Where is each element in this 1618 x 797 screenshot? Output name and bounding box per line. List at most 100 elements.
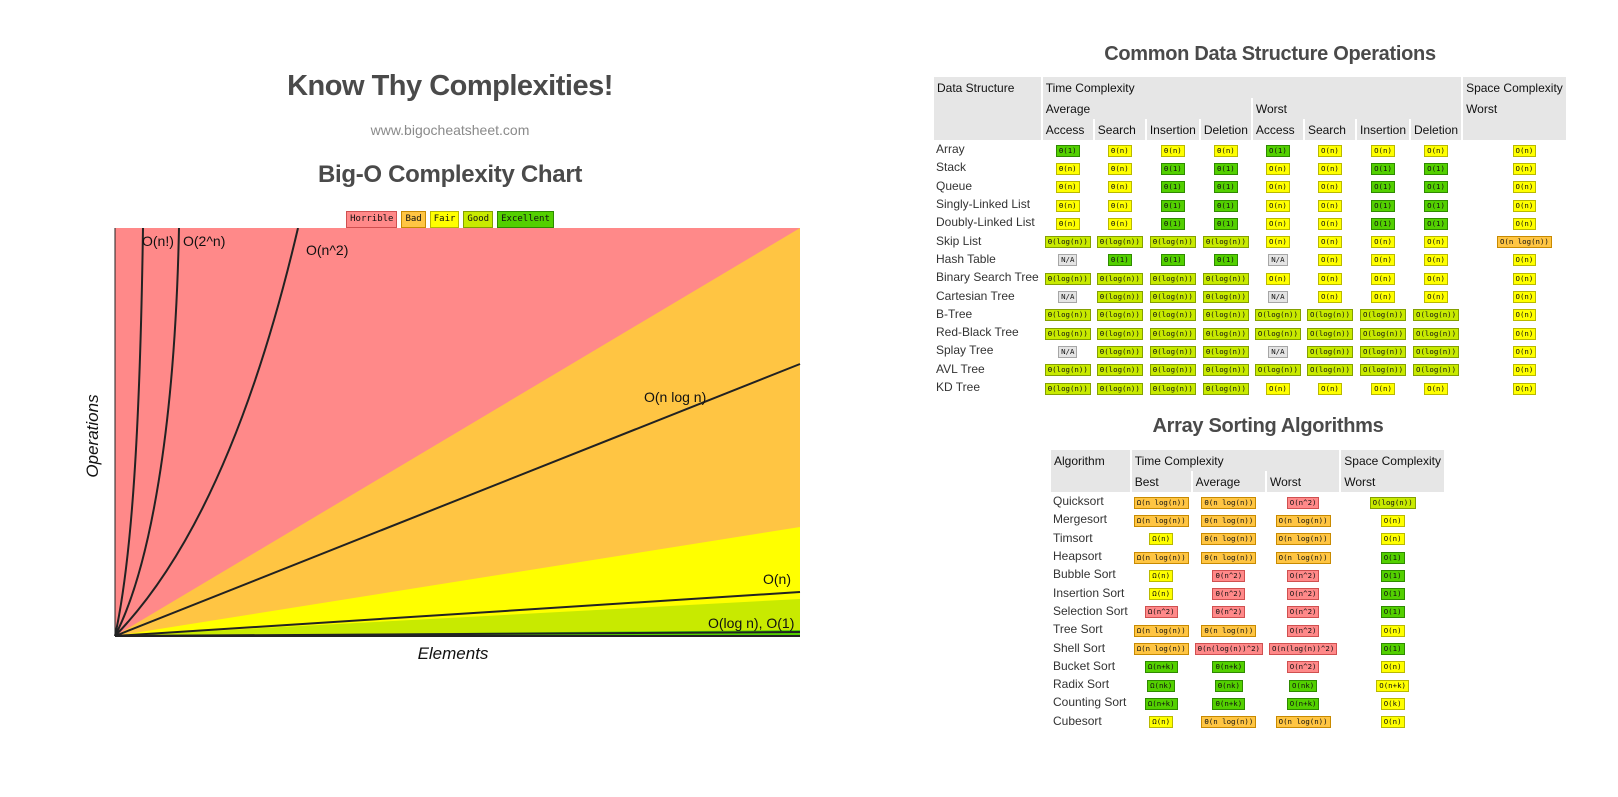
sort-row: Timsort Ω(n) Θ(n log(n)) O(n log(n)) O(n) — [1051, 529, 1444, 547]
sort-row: Insertion Sort Ω(n) Θ(n^2) O(n^2) O(1) — [1051, 583, 1444, 601]
complexity-badge: Θ(log(n)) — [1044, 236, 1091, 249]
ds-row: Red-Black Tree Θ(log(n)) Θ(log(n)) Θ(log(n)… — [934, 323, 1566, 341]
sort-row-name: Bubble Sort — [1053, 567, 1116, 582]
ds-cell: O(n) — [1357, 140, 1409, 158]
complexity-badge: O(n) — [1266, 181, 1290, 194]
site-url[interactable]: www.bigocheatsheet.com — [370, 122, 530, 138]
ds-row: B-Tree Θ(log(n)) Θ(log(n)) Θ(log(n)) Θ(log(n… — [934, 305, 1566, 323]
complexity-badge: O(1) — [1380, 643, 1405, 656]
complexity-badge: O(1) — [1371, 181, 1395, 194]
sort-row: Radix Sort Ω(nk) Θ(nk) O(nk) O(n+k) — [1051, 675, 1444, 693]
complexity-badge: Ω(n) — [1149, 533, 1174, 546]
ds-row-name: Queue — [936, 178, 973, 193]
complexity-badge: Θ(1) — [1160, 199, 1185, 212]
complexity-badge: O(1) — [1424, 181, 1448, 194]
sort-cell: Θ(n log(n)) — [1193, 510, 1265, 528]
ds-cell: O(n) — [1463, 286, 1566, 304]
complexity-badge: O(n) — [1318, 199, 1342, 212]
ds-space-header: Space Complexity — [1463, 77, 1566, 98]
complexity-badge: O(n) — [1318, 382, 1342, 395]
ds-row-name: KD Tree — [936, 380, 981, 394]
ds-cell: Θ(log(n)) — [1147, 286, 1199, 304]
ds-cell: Θ(1) — [1147, 195, 1199, 213]
sort-cell: O(1) — [1341, 547, 1444, 565]
sort-row-name: Shell Sort — [1053, 640, 1106, 655]
ds-op-header: Insertion — [1356, 119, 1410, 140]
sort-cell: O(1) — [1341, 583, 1444, 601]
complexity-badge: O(1) — [1371, 217, 1395, 230]
complexity-badge: Θ(1) — [1160, 254, 1185, 267]
sort-cell: Θ(n(log(n))^2) — [1193, 638, 1265, 656]
complexity-badge: Θ(log(n)) — [1202, 309, 1249, 322]
ds-cell: Θ(1) — [1201, 250, 1251, 268]
complexity-badge: O(n^2) — [1286, 496, 1320, 509]
ds-row: Queue Θ(n) Θ(n) Θ(1) Θ(1) O(n) O(n) O(1) O(1) O(n… — [934, 177, 1566, 195]
complexity-badge: Ω(nk) — [1147, 679, 1176, 692]
ds-header-row-2: Average Worst Worst — [934, 98, 1566, 119]
ds-row-name: Doubly-Linked List — [936, 215, 1035, 230]
ds-cell: O(n) — [1253, 158, 1303, 176]
ds-cell: O(n) — [1357, 378, 1409, 396]
complexity-badge: O(n) — [1512, 382, 1537, 395]
ds-row-name: Stack — [936, 160, 967, 175]
curve-n-log-n — [114, 363, 801, 637]
ds-cell: O(n) — [1463, 378, 1566, 396]
sort-cell: Θ(n log(n)) — [1193, 620, 1265, 638]
sort-header-row-1: Algorithm Time Complexity Space Complexity — [1051, 450, 1444, 471]
complexity-badge: N/A — [1058, 254, 1078, 267]
complexity-badge: O(1) — [1266, 144, 1290, 157]
complexity-chart: O(n!) O(2^n) O(n^2) O(n log n) O(n) O(lo… — [83, 228, 801, 663]
complexity-badge: O(n) — [1424, 144, 1448, 157]
complexity-badge: Ω(n) — [1149, 569, 1174, 582]
complexity-badge: O(n) — [1424, 272, 1448, 285]
legend-item-horrible: Horrible — [346, 211, 398, 228]
complexity-badge: O(n+k) — [1286, 697, 1320, 710]
curve-label-n-squared: O(n^2) — [306, 242, 348, 258]
ds-cell: O(n) — [1305, 378, 1355, 396]
ds-op-header: Deletion — [1200, 119, 1251, 140]
complexity-badge: Θ(log(n)) — [1149, 236, 1196, 249]
complexity-badge: Ω(n^2) — [1144, 606, 1178, 619]
sort-time-header: Time Complexity — [1131, 450, 1340, 471]
complexity-badge: O(n) — [1266, 382, 1290, 395]
sort-row-name: Tree Sort — [1053, 622, 1103, 637]
ds-cell: Θ(1) — [1201, 213, 1251, 231]
ds-cell: Θ(1) — [1201, 177, 1251, 195]
sort-cell: Θ(n^2) — [1193, 602, 1265, 620]
curve-label-2-to-n: O(2^n) — [183, 233, 225, 249]
complexity-badge: O(k) — [1380, 697, 1405, 710]
complexity-badge: O(n) — [1380, 514, 1405, 527]
ds-col-header: Data Structure — [934, 77, 1041, 98]
ds-row: Cartesian Tree N/A Θ(log(n)) Θ(log(n)) Θ(log… — [934, 286, 1566, 304]
ds-cell: Θ(n) — [1147, 140, 1199, 158]
ds-row-name: Cartesian Tree — [936, 288, 1015, 303]
complexity-badge: Θ(log(n)) — [1202, 345, 1249, 358]
sort-cell: O(log(n)) — [1341, 492, 1444, 510]
ds-cell: O(n) — [1253, 268, 1303, 286]
complexity-badge: Θ(log(n)) — [1149, 364, 1196, 377]
complexity-badge: O(log(n)) — [1359, 309, 1407, 322]
complexity-badge: O(log(n)) — [1413, 327, 1460, 340]
ds-average-header: Average — [1042, 98, 1251, 119]
complexity-badge: O(n^2) — [1286, 606, 1320, 619]
ds-cell: O(n) — [1253, 231, 1303, 249]
sort-row-name: Selection Sort — [1053, 603, 1128, 618]
ds-cell: Θ(n) — [1095, 213, 1145, 231]
complexity-badge: O(1) — [1424, 199, 1448, 212]
sort-cell: Ω(n+k) — [1132, 693, 1191, 711]
ds-cell: Θ(log(n)) — [1201, 323, 1251, 341]
ds-cell: O(n) — [1463, 177, 1566, 195]
complexity-badge: Θ(n) — [1107, 217, 1132, 230]
complexity-badge: Θ(1) — [1213, 181, 1238, 194]
ds-cell: Θ(log(n)) — [1095, 378, 1145, 396]
ds-blank — [1463, 119, 1566, 140]
sort-cell: Ω(n) — [1132, 712, 1191, 730]
ds-cell: Θ(log(n)) — [1201, 268, 1251, 286]
curve-n — [114, 591, 801, 637]
x-axis-label: Elements — [418, 644, 489, 663]
complexity-badge: O(log(n)) — [1359, 345, 1407, 358]
ds-cell: O(n) — [1463, 360, 1566, 378]
complexity-badge: O(n) — [1512, 291, 1537, 304]
complexity-badge: O(n) — [1266, 199, 1290, 212]
complexity-badge: O(n) — [1512, 327, 1537, 340]
